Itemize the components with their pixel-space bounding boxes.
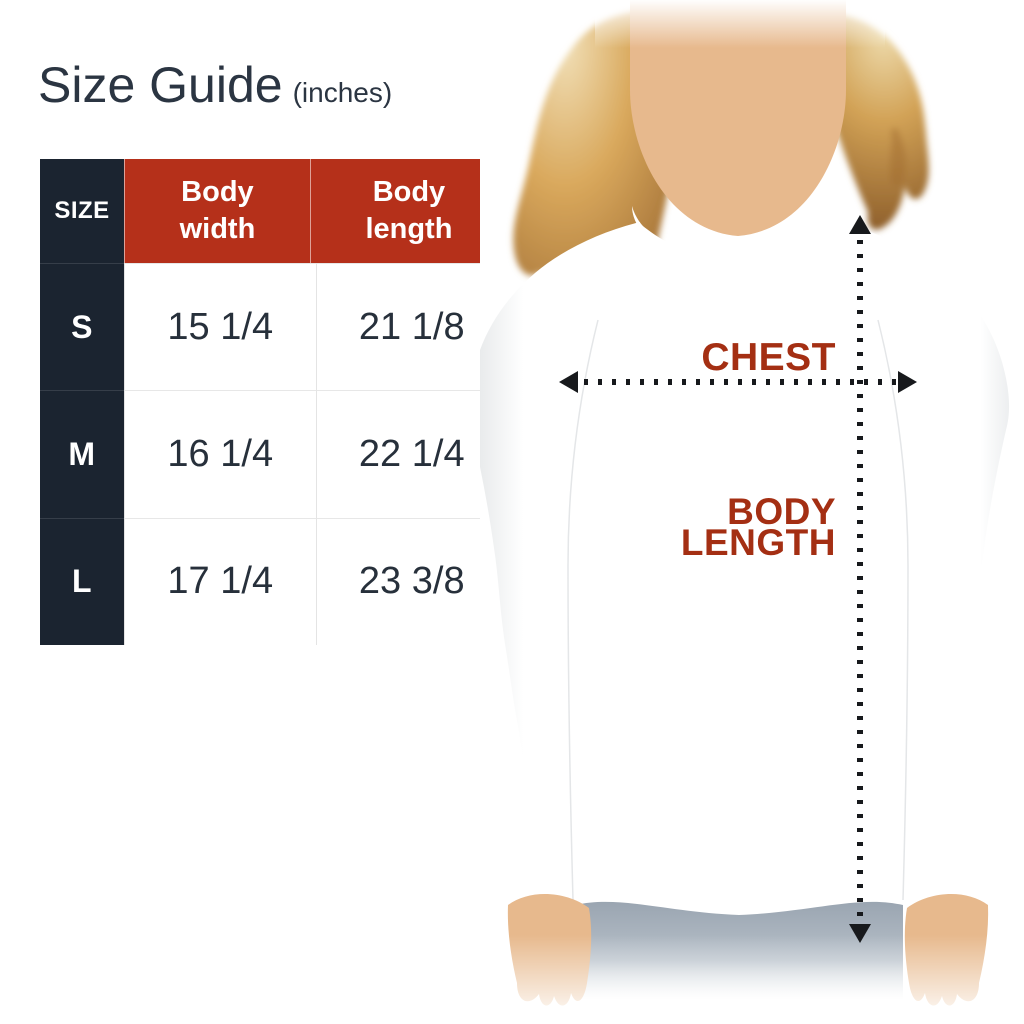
svg-text:CHEST: CHEST	[701, 336, 836, 379]
svg-text:LENGTH: LENGTH	[681, 522, 836, 563]
